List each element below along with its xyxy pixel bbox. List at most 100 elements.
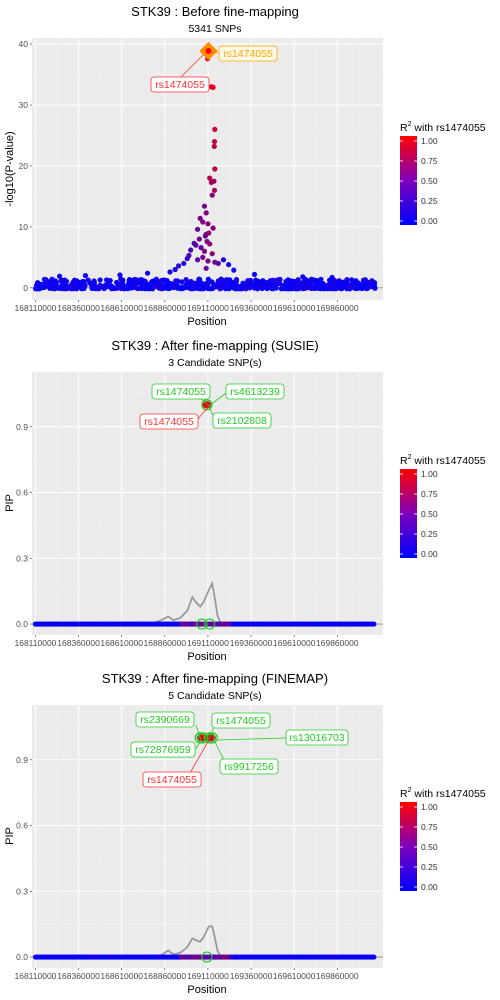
snp-point: [38, 283, 44, 289]
label-box: [151, 383, 211, 400]
snp-point: [198, 245, 204, 251]
snp-point: [34, 280, 41, 286]
points: [32, 732, 383, 963]
snp-label: rs2390669: [140, 714, 190, 726]
x-tick-label: 169610000: [273, 303, 316, 313]
snp-point: [203, 210, 209, 216]
snp-point: [282, 286, 288, 292]
snp-point: [139, 277, 145, 283]
legend-title: R2 with rs1474055: [400, 121, 486, 134]
snp-point: [313, 278, 319, 284]
y-axis-label: -log10(P-value): [4, 131, 16, 206]
candidate-ring: [201, 951, 213, 963]
snp-point: [122, 284, 128, 290]
snp-label: rs2102808: [217, 415, 267, 427]
snp-label: rs4613239: [230, 386, 280, 398]
snp-point: [48, 284, 55, 290]
snp-label: rs72876959: [135, 744, 191, 756]
snp-point: [144, 270, 151, 276]
snp-point: [167, 269, 173, 275]
legend-tick-label: 0.00: [421, 216, 438, 226]
snp-point: [211, 178, 217, 184]
x-axis-label: Position: [187, 651, 226, 663]
snp-point: [316, 283, 322, 289]
snp-point: [251, 271, 258, 278]
snp-point: [211, 138, 218, 145]
gridlines: [32, 38, 383, 300]
snp-point: [349, 277, 355, 283]
legend-tick-label: 0.75: [421, 156, 438, 166]
lead-snp-point: [205, 48, 212, 54]
snp-point: [183, 276, 189, 283]
snp-point: [137, 285, 143, 291]
snp-point: [240, 280, 246, 286]
snp-point: [258, 284, 265, 290]
snp-point: [206, 285, 212, 292]
snp-point: [308, 276, 315, 282]
snp-point: [218, 276, 224, 282]
x-axis-label: Position: [187, 316, 226, 328]
snp-point: [359, 285, 365, 292]
x-tick-label: 169610000: [273, 638, 316, 648]
x-tick-label: 168110000: [14, 303, 56, 313]
snp-point: [103, 283, 109, 290]
snp-point: [68, 282, 75, 289]
x-tick-label: 168360000: [57, 638, 100, 648]
x-tick-label: 169860000: [316, 303, 359, 313]
y-tick-label: 0.3: [16, 553, 28, 563]
panel-susie: STK39 : After fine-mapping (SUSIE) 3 Can…: [4, 338, 486, 663]
snp-point: [193, 242, 199, 248]
candidate-ring: [206, 732, 218, 744]
y-tick-label: 0.0: [16, 619, 28, 629]
snp-point: [201, 203, 208, 209]
x-tick-label: 168860000: [144, 971, 187, 981]
snp-point: [164, 281, 171, 287]
snp-point: [188, 278, 194, 285]
x-tick-label: 169360000: [230, 971, 273, 981]
x-tick-label: 168610000: [100, 971, 143, 981]
snp-point: [371, 621, 377, 627]
snp-point: [80, 280, 86, 286]
y-ticks: 0 10 20 30 40: [19, 39, 32, 293]
snp-point: [210, 84, 216, 90]
snp-label: rs1474055: [216, 715, 266, 727]
x-tick-label: 168860000: [144, 303, 187, 313]
snp-label: rs1474055: [144, 416, 194, 428]
x-tick-label: 169860000: [316, 971, 359, 981]
points: [32, 399, 383, 630]
snp-point: [176, 263, 182, 269]
y-axis-label: PIP: [4, 827, 16, 845]
snp-point: [179, 284, 185, 290]
snp-point: [272, 283, 279, 290]
snp-point: [297, 280, 303, 286]
snp-point: [217, 285, 224, 291]
legend-colorbar: [400, 469, 417, 558]
annotations: rs1474055 rs4613239 rs1474055 rs2102808: [139, 383, 285, 430]
y-tick-label: 0: [23, 283, 28, 293]
snp-point: [220, 257, 227, 263]
snp-point: [114, 279, 120, 286]
legend-tick-label: 1.00: [421, 469, 438, 479]
label-box: [219, 758, 279, 775]
snp-point: [203, 265, 209, 271]
label-box: [212, 412, 272, 429]
snp-point: [351, 282, 357, 288]
panel-subtitle: 5341 SNPs: [188, 23, 241, 35]
y-tick-label: 20: [19, 161, 29, 171]
legend-tick-label: 0.50: [421, 176, 438, 186]
snp-point: [135, 280, 141, 286]
candidate-ring: [196, 618, 208, 630]
x-ticks: 168110000 168360000 168610000 168860000 1691…: [14, 300, 359, 313]
legend-colorbar: [400, 802, 417, 891]
snp-point: [303, 277, 310, 283]
y-ticks: 0.0 0.3 0.6 0.9: [16, 755, 32, 962]
snp-point: [197, 215, 203, 221]
snp-point: [56, 273, 63, 279]
snp-point: [205, 221, 211, 227]
snp-point: [129, 280, 136, 286]
snp-label: rs9917256: [224, 761, 274, 773]
legend: R2 with rs1474055 0.00 0.25 0.50 0.75 1.00: [400, 787, 486, 892]
legend-tick-label: 1.00: [421, 136, 438, 146]
snp-point: [173, 283, 179, 289]
